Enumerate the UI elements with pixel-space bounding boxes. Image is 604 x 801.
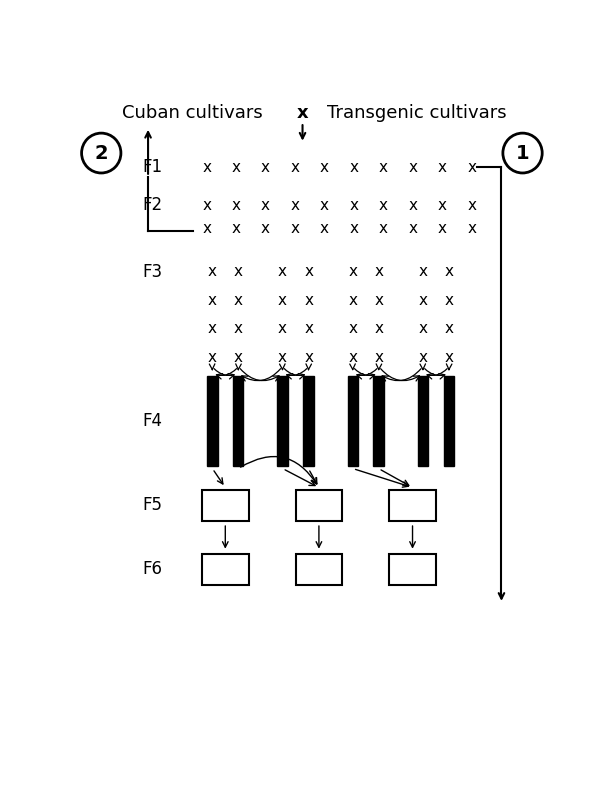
- Text: x: x: [278, 349, 287, 364]
- Text: x: x: [231, 198, 240, 213]
- Bar: [207, 376, 217, 466]
- Text: x: x: [304, 264, 313, 280]
- Text: x: x: [234, 292, 243, 308]
- Text: x: x: [408, 221, 417, 236]
- Text: x: x: [304, 349, 313, 364]
- Text: x: x: [467, 221, 477, 236]
- Text: 1: 1: [516, 143, 529, 163]
- Text: 2: 2: [94, 143, 108, 163]
- Text: x: x: [234, 264, 243, 280]
- Bar: [295, 490, 342, 521]
- Text: x: x: [304, 321, 313, 336]
- Text: x: x: [234, 349, 243, 364]
- Text: x: x: [291, 159, 300, 175]
- Text: x: x: [348, 349, 357, 364]
- Text: x: x: [438, 159, 447, 175]
- Bar: [233, 376, 243, 466]
- Text: x: x: [379, 221, 388, 236]
- Text: F2: F2: [142, 196, 162, 214]
- Text: x: x: [278, 292, 287, 308]
- Bar: [389, 554, 436, 585]
- Text: x: x: [348, 292, 357, 308]
- Text: x: x: [445, 349, 454, 364]
- Text: x: x: [304, 292, 313, 308]
- Text: x: x: [419, 264, 428, 280]
- Text: x: x: [208, 264, 217, 280]
- Text: x: x: [379, 159, 388, 175]
- Text: x: x: [374, 349, 384, 364]
- Text: x: x: [438, 198, 447, 213]
- Text: x: x: [348, 264, 357, 280]
- Text: x: x: [419, 349, 428, 364]
- Text: x: x: [350, 159, 359, 175]
- Text: x: x: [202, 221, 211, 236]
- Bar: [389, 490, 436, 521]
- Text: x: x: [261, 221, 270, 236]
- Text: x: x: [291, 198, 300, 213]
- Text: x: x: [408, 159, 417, 175]
- Text: x: x: [278, 321, 287, 336]
- Bar: [373, 376, 384, 466]
- Text: x: x: [467, 159, 477, 175]
- Text: x: x: [374, 292, 384, 308]
- Text: x: x: [438, 221, 447, 236]
- Text: x: x: [350, 198, 359, 213]
- Text: x: x: [320, 221, 329, 236]
- Text: x: x: [379, 198, 388, 213]
- Text: x: x: [419, 292, 428, 308]
- Text: F5: F5: [142, 497, 162, 514]
- Text: x: x: [374, 264, 384, 280]
- Text: Cuban cultivars: Cuban cultivars: [122, 103, 263, 122]
- Text: F4: F4: [142, 412, 162, 430]
- Text: x: x: [208, 349, 217, 364]
- Bar: [444, 376, 454, 466]
- Text: x: x: [419, 321, 428, 336]
- Bar: [348, 376, 358, 466]
- Text: F1: F1: [142, 159, 162, 176]
- Text: x: x: [350, 221, 359, 236]
- Text: x: x: [234, 321, 243, 336]
- Text: Transgenic cultivars: Transgenic cultivars: [327, 103, 507, 122]
- Bar: [202, 490, 249, 521]
- Text: x: x: [297, 103, 308, 122]
- Text: x: x: [208, 321, 217, 336]
- Text: x: x: [208, 292, 217, 308]
- Bar: [202, 554, 249, 585]
- Text: x: x: [202, 198, 211, 213]
- Text: F3: F3: [142, 263, 162, 280]
- Text: x: x: [467, 198, 477, 213]
- Bar: [277, 376, 288, 466]
- Text: x: x: [202, 159, 211, 175]
- Bar: [418, 376, 428, 466]
- Text: F6: F6: [142, 561, 162, 578]
- Text: x: x: [261, 159, 270, 175]
- Text: x: x: [445, 292, 454, 308]
- Text: x: x: [278, 264, 287, 280]
- Text: x: x: [348, 321, 357, 336]
- Text: x: x: [231, 159, 240, 175]
- Text: x: x: [445, 321, 454, 336]
- Text: x: x: [374, 321, 384, 336]
- Text: x: x: [261, 198, 270, 213]
- Text: x: x: [408, 198, 417, 213]
- Bar: [303, 376, 313, 466]
- Text: x: x: [231, 221, 240, 236]
- Text: x: x: [291, 221, 300, 236]
- Text: x: x: [320, 198, 329, 213]
- Text: x: x: [445, 264, 454, 280]
- Text: x: x: [320, 159, 329, 175]
- Bar: [295, 554, 342, 585]
